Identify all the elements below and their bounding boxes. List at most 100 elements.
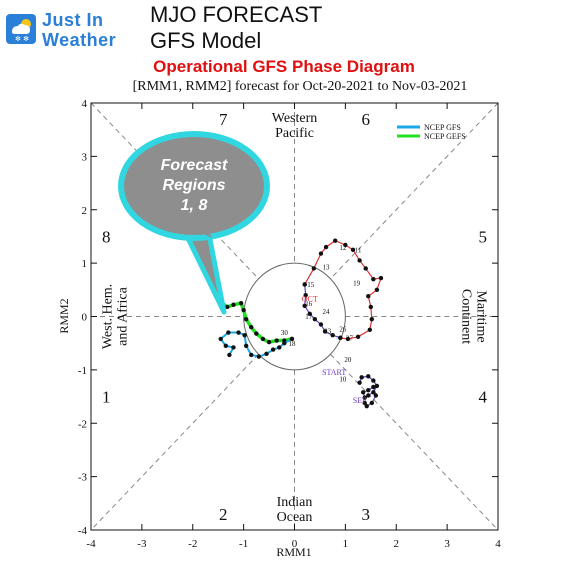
day-label: 12 — [339, 244, 347, 252]
day-label: 18 — [288, 340, 296, 348]
observed-point — [307, 311, 312, 317]
phase-label: 7 — [219, 110, 228, 129]
observed-point — [302, 303, 307, 309]
month-label: OCT — [302, 295, 318, 304]
observed-point — [318, 251, 324, 256]
y-tick-label: -1 — [78, 365, 87, 377]
observed-point — [330, 332, 335, 338]
y-tick-label: -2 — [78, 418, 87, 430]
observed-point — [357, 258, 362, 263]
x-tick-label: -4 — [86, 538, 96, 550]
observed-point — [371, 390, 376, 395]
day-label: 16 — [305, 300, 313, 308]
gefs-forecast-point — [238, 300, 244, 306]
region-label-line: Maritime — [474, 290, 489, 342]
x-tick-label: 2 — [394, 538, 400, 550]
observed-point — [302, 282, 307, 287]
observed-point — [323, 244, 329, 250]
day-label: 15 — [307, 281, 315, 289]
observed-point — [374, 383, 380, 389]
observed-point — [355, 334, 361, 339]
observed-point — [366, 387, 371, 393]
header: ✻ ✻ Just In Weather MJO FORECAST GFS Mod… — [0, 0, 568, 76]
region-label-line: Pacific — [275, 126, 314, 141]
day-label: 10 — [339, 376, 347, 384]
observed-point — [362, 400, 367, 406]
gfs-forecast-point — [242, 332, 247, 338]
legend-entry: NCEP GFS — [424, 123, 461, 132]
observed-point — [366, 393, 371, 398]
observed-point — [303, 292, 308, 298]
observed-point — [371, 276, 376, 282]
observed-point — [362, 395, 367, 400]
gefs-forecast-point — [249, 324, 254, 330]
x-tick-label: -1 — [239, 538, 248, 550]
day-label: 20 — [344, 356, 352, 364]
phase-label: 6 — [361, 110, 370, 129]
region-label-line: West. Hem. — [100, 284, 115, 349]
gfs-forecast-point — [264, 351, 269, 357]
region-label: West. Hem. and Africa — [100, 284, 130, 349]
legend-entry: NCEP GEFS — [424, 132, 466, 141]
gfs-forecast-point — [249, 352, 254, 358]
y-tick-label: -4 — [78, 525, 88, 537]
forecast-tracks — [218, 300, 295, 359]
y-tick-label: -3 — [78, 472, 88, 484]
day-label: 26 — [339, 325, 347, 333]
region-label-line: and Africa — [115, 286, 130, 345]
observed-point — [345, 336, 351, 342]
brand-logo[interactable]: ✻ ✻ Just In Weather — [6, 4, 156, 54]
y-tick-label: 1 — [82, 258, 88, 270]
day-label: 27 — [346, 335, 354, 343]
day-label: 24 — [323, 308, 331, 316]
region-label-line: Indian — [277, 495, 313, 510]
x-tick-label: 3 — [444, 538, 450, 550]
observed-point — [366, 374, 371, 379]
x-tick-label: -2 — [188, 538, 197, 550]
gefs-forecast-point — [231, 302, 236, 307]
observed-point — [364, 403, 369, 409]
forecast-regions-callout: Forecast Regions 1, 8 — [118, 131, 270, 315]
phase-label: 5 — [478, 227, 487, 246]
guide-line-diagonal-ne — [330, 102, 499, 280]
x-tick-label: 0 — [292, 538, 298, 550]
observed-point — [363, 266, 368, 271]
guide-line-diagonal-sw — [90, 353, 259, 531]
y-tick-label: 4 — [82, 98, 88, 110]
y-tick-label: 2 — [82, 205, 88, 217]
day-label: 19 — [353, 280, 361, 288]
observed-track: 10 12 13 15 16 17 19 20 23 24 26 27 11 18 30 OCT START SE… — [281, 238, 384, 409]
phase-label: 3 — [361, 505, 370, 524]
gfs-forecast-point — [218, 336, 223, 342]
page-subtitle-model: GFS Model — [150, 28, 262, 53]
callout-text-line: Regions — [162, 177, 225, 194]
x-tick-label: -3 — [137, 538, 147, 550]
observed-point — [371, 378, 376, 383]
month-label: SEP — [353, 396, 367, 405]
observed-point — [369, 316, 375, 322]
x-axis-label: RMM1 — [276, 545, 311, 559]
diagram-heading: Operational GFS Phase Diagram — [153, 57, 415, 76]
gfs-forecast-point — [282, 340, 287, 346]
day-label: 23 — [324, 328, 332, 336]
callout-pointer — [182, 226, 227, 315]
callout-text-line: 1, 8 — [181, 197, 208, 214]
day-label: 30 — [281, 329, 289, 337]
observed-point — [318, 322, 324, 327]
callout-joint — [187, 226, 212, 238]
y-tick-label: 0 — [82, 312, 88, 324]
gfs-forecast-point — [289, 336, 295, 342]
observed-point — [333, 238, 338, 243]
gefs-forecast-point — [225, 304, 230, 310]
observed-point — [343, 242, 348, 248]
x-tick-label: 1 — [343, 538, 349, 550]
region-label-line: Western — [272, 111, 318, 126]
observed-point — [322, 329, 328, 334]
callout-bubble — [118, 131, 270, 241]
x-tick-label: 4 — [495, 538, 501, 550]
